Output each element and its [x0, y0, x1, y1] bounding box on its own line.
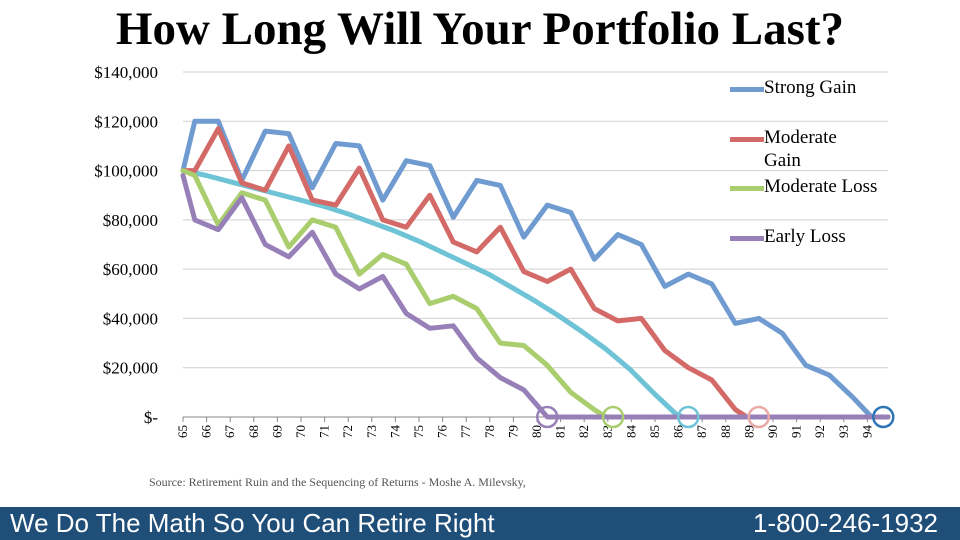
x-tick-label: 72	[340, 425, 355, 438]
depletion-marker	[747, 405, 770, 429]
depletion-marker	[872, 405, 895, 429]
x-tick-label: 67	[222, 425, 237, 439]
x-tick-label: 84	[623, 425, 638, 439]
y-tick-label: $120,000	[94, 112, 158, 131]
x-tick-label: 82	[576, 425, 591, 438]
x-tick-label: 79	[505, 425, 520, 438]
x-tick-label: 85	[647, 425, 662, 438]
x-tick-label: 73	[364, 425, 379, 438]
legend-item-moderate-gain: Moderate Gain	[730, 126, 874, 172]
legend-label-strong-gain: Strong Gain	[764, 77, 857, 98]
legend-swatch-early-loss	[730, 236, 764, 241]
series-lines	[180, 118, 891, 420]
x-tick-label: 92	[812, 425, 827, 438]
x-tick-label: 86	[671, 425, 686, 439]
depletion-marker	[677, 405, 700, 429]
x-tick-label: 88	[718, 425, 733, 438]
x-tick-label: 65	[175, 425, 190, 438]
x-tick-label: 89	[741, 425, 756, 438]
x-tick-label: 69	[269, 425, 284, 438]
legend-item-strong-gain: Strong Gain	[730, 76, 934, 99]
y-tick-label: $140,000	[94, 63, 158, 82]
y-tick-label: $60,000	[103, 260, 158, 279]
legend-label-early-loss: Early Loss	[764, 226, 846, 247]
legend-swatch-moderate-gain	[730, 137, 764, 142]
legend-swatch-moderate-loss	[730, 186, 764, 191]
footer-bar: We Do The Math So You Can Retire Right 1…	[0, 507, 960, 540]
chart-title: How Long Will Your Portfolio Last?	[115, 3, 845, 55]
series-line-moderate-loss	[180, 168, 891, 420]
y-tick-label: $-	[144, 408, 159, 427]
x-tick-label: 83	[600, 425, 615, 438]
legend-label-moderate-loss: Moderate Loss	[764, 176, 878, 197]
x-tick-label: 71	[317, 425, 332, 438]
y-tick-label: $40,000	[103, 309, 158, 328]
x-tick-label: 77	[458, 425, 473, 439]
legend-item-early-loss: Early Loss	[730, 225, 934, 248]
depletion-marker	[536, 405, 559, 429]
series-line-baseline	[180, 168, 891, 420]
footer-phone[interactable]: 1-800-246-1932	[752, 508, 938, 538]
x-tick-label: 94	[859, 425, 874, 439]
x-tick-label: 70	[293, 425, 308, 438]
x-tick-label: 93	[836, 425, 851, 438]
y-axis-ticks: $- $20,000 $40,000 $60,000 $80,000 $100,000 $1…	[94, 63, 158, 427]
x-tick-label: 87	[694, 425, 709, 439]
x-axis-ticks: 65 66 67 68 69 70 71 72 73 74 75 76 77 78 79 80 81 82 83 84…	[175, 417, 874, 438]
legend-item-moderate-loss: Moderate Loss	[730, 175, 934, 198]
y-tick-label: $100,000	[94, 162, 158, 181]
y-tick-label: $80,000	[103, 211, 158, 230]
x-tick-label: 91	[789, 425, 804, 438]
x-tick-label: 90	[765, 425, 780, 438]
legend-swatch-strong-gain	[730, 87, 764, 92]
y-tick-label: $20,000	[103, 359, 158, 378]
x-tick-label: 74	[387, 425, 402, 439]
depletion-marker	[601, 405, 625, 429]
series-line-moderate-gain	[180, 126, 891, 420]
x-tick-label: 66	[199, 425, 214, 439]
series-line-early-loss	[180, 173, 891, 420]
end-markers	[536, 405, 895, 429]
source-note: Source: Retirement Ruin and the Sequenci…	[149, 475, 526, 489]
x-tick-label: 75	[411, 425, 426, 438]
x-tick-label: 81	[553, 425, 568, 438]
legend-label-moderate-gain: Moderate Gain	[764, 127, 837, 171]
x-tick-label: 78	[482, 425, 497, 438]
footer-tagline: We Do The Math So You Can Retire Right	[10, 508, 495, 538]
series-line-strong-gain	[180, 118, 891, 420]
x-tick-label: 68	[246, 425, 261, 438]
x-tick-label: 80	[529, 425, 544, 438]
x-tick-label: 76	[435, 425, 450, 439]
